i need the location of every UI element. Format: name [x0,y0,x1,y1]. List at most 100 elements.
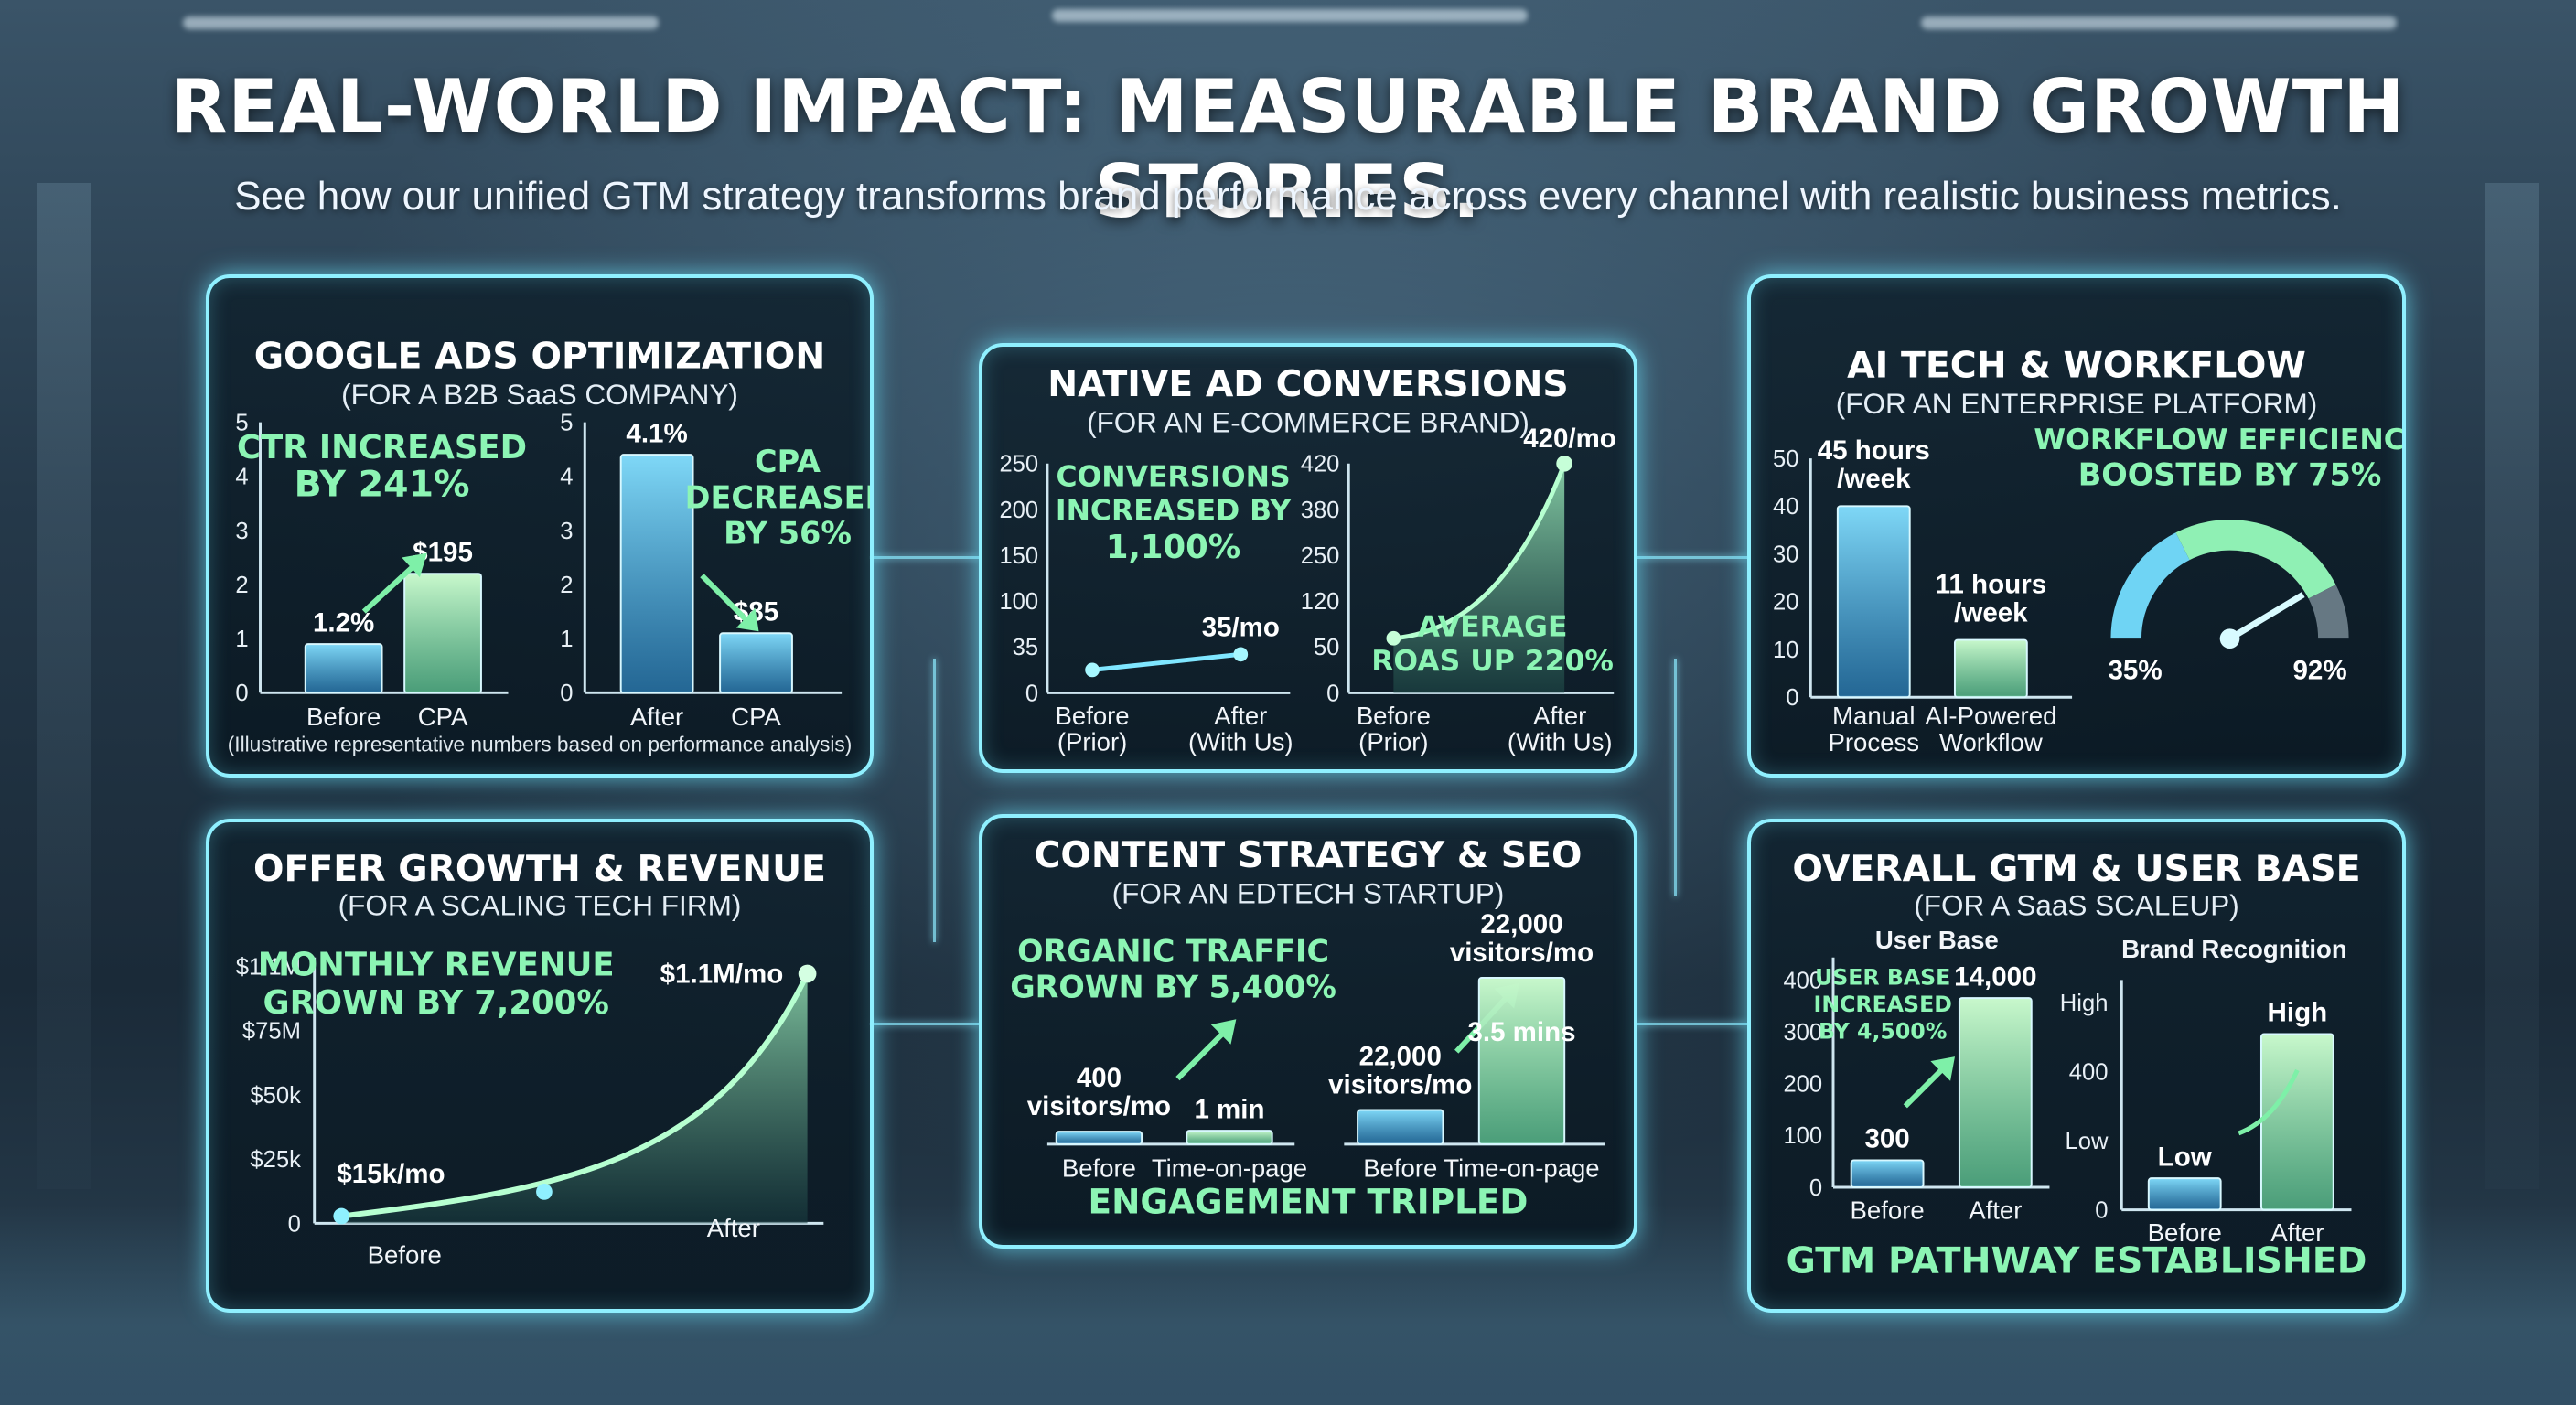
y-tick-label: 1 [235,627,248,652]
panel-subtitle: (FOR A SaaS SCALEUP) [1914,888,2239,921]
gauge-arc [2110,532,2191,639]
footnote: (Illustrative representative numbers bas… [228,732,853,756]
ctr-headline: CTR INCREASED [237,429,527,467]
panel-offer-growth: OFFER GROWTH & REVENUE (FOR A SCALING TE… [206,819,874,1313]
panel-title: GOOGLE ADS OPTIMIZATION [254,336,826,378]
connector-line [933,659,936,942]
conversions-headline: CONVERSIONS [1056,460,1290,493]
panel-subtitle: (FOR AN ENTERPRISE PLATFORM) [1836,387,2317,420]
panel-subtitle: (FOR A SCALING TECH FIRM) [338,888,742,921]
revenue-headline: GROWN BY 7,200% [263,984,608,1022]
y-tick-label: 50 [1314,635,1339,660]
data-point [536,1184,553,1200]
bar-value-label: 400 visitors/mo [1027,1063,1171,1121]
connector-line [869,556,979,559]
window-frame [37,183,91,1189]
arrowhead-icon [735,607,759,632]
y-tick-label: 40 [1773,494,1799,520]
arrowhead-icon [1210,1019,1237,1045]
bar [1477,977,1566,1145]
connector-line [1637,556,1747,559]
x-tick-label: Before [306,702,381,731]
x-tick-label: Time-on-page [1152,1153,1307,1182]
x-tick-label: CPA [731,702,781,731]
up-arrow-icon [2238,1068,2300,1136]
y-tick-label: 400 [1783,968,1822,993]
ceiling-light [1052,9,1528,22]
bar-value-label: 1.2% [313,607,374,638]
bar-value-label: 1 min [1194,1094,1264,1124]
data-point [1556,455,1572,472]
end-value-label: 420/mo [1523,424,1616,454]
y-tick-label: 120 [1301,589,1340,615]
workflow-headline: WORKFLOW EFFICIENCY [2034,424,2402,456]
bar-value-label: 4.1% [626,418,687,448]
bar-value-label: 14,000 [1954,961,2036,992]
y-tick-label: Low [2065,1129,2108,1154]
roas-headline: AVERAGE [1418,611,1568,644]
x-tick-label: After (With Us) [1188,702,1293,756]
end-value-label: $1.1M/mo [660,959,784,989]
window-frame [2485,183,2539,1189]
data-point [1085,662,1100,678]
gauge-label: 92% [2293,656,2347,686]
series-line [340,972,810,1219]
up-arrow-icon [361,560,420,614]
y-tick-label: 100 [1783,1123,1822,1149]
y-tick-label: High [2060,991,2109,1016]
panel-title: CONTENT STRATEGY & SEO [1035,835,1583,876]
y-tick-label: $75M [242,1019,301,1045]
x-tick-label: Before (Prior) [1056,702,1130,756]
y-tick-label: 2 [235,573,248,598]
y-tick-label: 380 [1301,498,1340,523]
series-area [1393,463,1565,693]
x-tick-label: After [707,1214,760,1242]
y-tick-label: 50 [1773,446,1799,472]
y-tick-label: 150 [999,543,1038,569]
bar [1186,1130,1273,1145]
y-tick-label: 30 [1773,542,1799,567]
x-tick-label: CPA [418,702,468,731]
arrowhead-icon [402,552,427,578]
page-title: REAL-WORLD IMPACT: MEASURABLE BRAND GROW… [170,64,2406,234]
traffic-headline: GROWN BY 5,400% [1010,970,1336,1005]
y-tick-label: 0 [1786,685,1798,711]
y-tick-label: 0 [235,681,248,706]
connector-line [1674,659,1677,896]
bar [1850,1159,1925,1188]
y-tick-label: 5 [235,411,248,436]
roas-headline: ROAS UP 220% [1371,645,1614,678]
connector-line [869,1023,979,1025]
x-tick-label: Before [1062,1153,1136,1182]
y-tick-label: 0 [1025,681,1038,706]
x-tick-label: Before [1850,1196,1924,1224]
y-tick-label: 35 [1013,635,1038,660]
traffic-headline: ORGANIC TRAFFIC [1017,933,1329,969]
gauge-needle [2227,592,2305,642]
panel-content-seo: CONTENT STRATEGY & SEO (FOR AN EDTECH ST… [979,814,1637,1249]
y-tick-label: 3 [560,519,573,544]
bar [2259,1033,2334,1211]
y-tick-label: 0 [1809,1175,1822,1201]
bar [1836,505,1911,699]
arrowhead-icon [1930,1056,1955,1081]
user-base-headline: BY 4,500% [1819,1018,1947,1044]
bar [304,643,383,694]
bar-value-label: 22,000 visitors/mo [1328,1041,1472,1099]
y-tick-label: 0 [288,1211,301,1237]
series-line [1091,651,1241,672]
panel-google-ads: GOOGLE ADS OPTIMIZATION (FOR A B2B SaaS … [206,274,874,778]
bar-value-label: 45 hours/week [1818,435,1930,494]
panel-title: OFFER GROWTH & REVENUE [253,848,826,890]
start-value-label: $15k/mo [337,1159,445,1189]
y-tick-label: 4 [235,465,248,490]
bar [1958,997,2033,1188]
bar [719,632,793,694]
user-base-headline: USER BASE [1815,964,1950,990]
y-tick-label: 4 [560,465,573,490]
y-tick-label: 400 [2069,1059,2109,1085]
bar [619,454,694,694]
y-tick-label: 1 [560,627,573,652]
gtm-footer: GTM PATHWAY ESTABLISHED [1787,1240,2367,1282]
y-tick-label: 2 [560,573,573,598]
